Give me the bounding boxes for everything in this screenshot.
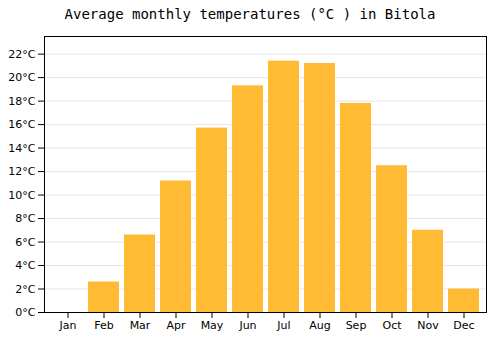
- svg-text:Feb: Feb: [94, 319, 113, 332]
- svg-text:14°C: 14°C: [8, 142, 35, 155]
- svg-text:4°C: 4°C: [15, 259, 35, 272]
- svg-text:2°C: 2°C: [15, 283, 35, 296]
- svg-text:18°C: 18°C: [8, 95, 35, 108]
- svg-text:Mar: Mar: [130, 319, 151, 332]
- svg-text:Nov: Nov: [417, 319, 439, 332]
- svg-text:12°C: 12°C: [8, 165, 35, 178]
- svg-text:Jun: Jun: [238, 319, 256, 332]
- svg-text:May: May: [201, 319, 224, 332]
- svg-text:0°C: 0°C: [15, 306, 35, 319]
- svg-text:20°C: 20°C: [8, 71, 35, 84]
- svg-text:16°C: 16°C: [8, 118, 35, 131]
- svg-text:Oct: Oct: [382, 319, 402, 332]
- svg-text:10°C: 10°C: [8, 189, 35, 202]
- svg-text:Apr: Apr: [166, 319, 186, 332]
- svg-text:Jul: Jul: [276, 319, 290, 332]
- svg-text:Jan: Jan: [59, 319, 77, 332]
- svg-text:Sep: Sep: [346, 319, 367, 332]
- svg-text:Aug: Aug: [309, 319, 330, 332]
- svg-text:Dec: Dec: [453, 319, 474, 332]
- svg-text:8°C: 8°C: [15, 212, 35, 225]
- svg-text:22°C: 22°C: [8, 48, 35, 61]
- svg-text:6°C: 6°C: [15, 236, 35, 249]
- html-text:Average monthly temperatures (: Average monthly temperatures (°C ) in Bi…: [64, 6, 436, 22]
